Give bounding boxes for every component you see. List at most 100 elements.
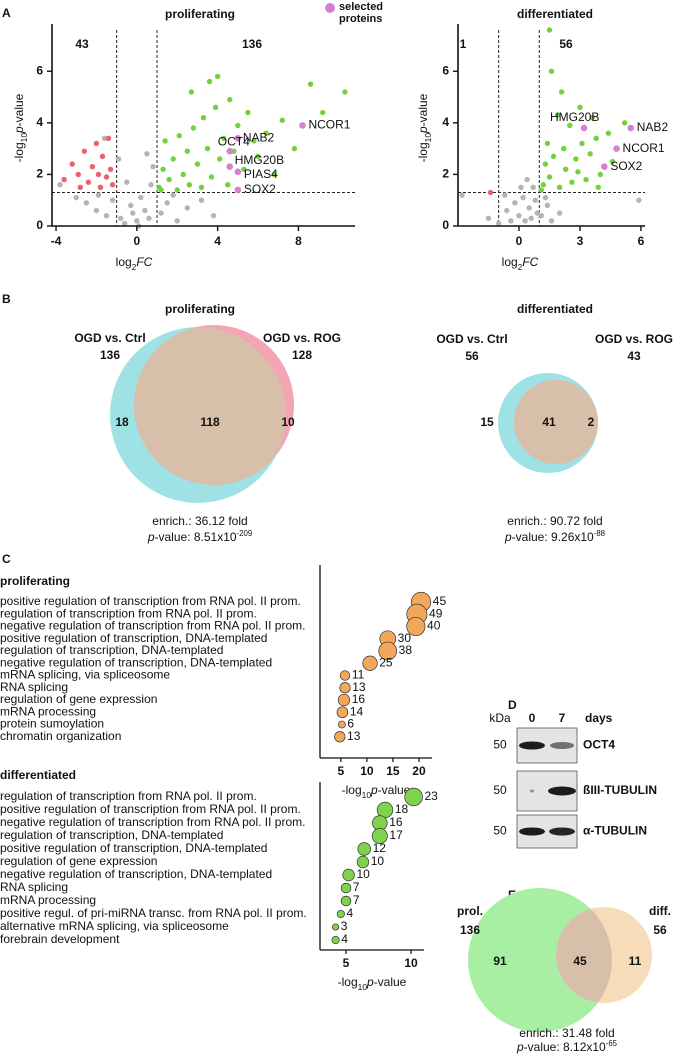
- data-point: [544, 202, 551, 209]
- count-annotation: 1: [460, 37, 467, 51]
- data-point: [538, 187, 545, 193]
- size-label: 38: [399, 643, 413, 657]
- label-part: 10: [423, 133, 433, 143]
- data-point: [589, 114, 595, 121]
- data-point: [526, 205, 532, 211]
- size-label: 6: [347, 717, 354, 731]
- data-point: [234, 186, 242, 194]
- data-point: [579, 140, 585, 147]
- lane-label: 0: [529, 711, 536, 725]
- data-point: [124, 179, 130, 185]
- term-label: negative regulation of transcription fro…: [0, 815, 305, 829]
- data-point: [144, 151, 150, 157]
- size-label: 40: [427, 619, 441, 633]
- point-label: PIAS4: [244, 167, 278, 181]
- data-point: [563, 166, 569, 172]
- data-point: [200, 114, 207, 121]
- data-point: [103, 212, 110, 219]
- blot-band: [519, 827, 545, 836]
- lanes-title: days: [585, 711, 613, 725]
- term-label: RNA splicing: [0, 680, 68, 694]
- bubble: [339, 682, 351, 694]
- data-point: [307, 81, 314, 87]
- data-point: [234, 135, 242, 142]
- label-part: p: [147, 530, 155, 544]
- data-point: [198, 184, 205, 191]
- label-part: log: [502, 255, 518, 269]
- data-point: [83, 200, 90, 206]
- data-point: [73, 194, 79, 201]
- size-label: 25: [379, 655, 393, 669]
- region-count: 10: [281, 415, 295, 429]
- data-point: [174, 218, 180, 224]
- data-point: [459, 192, 465, 198]
- data-point: [186, 182, 193, 188]
- size-label: 45: [433, 594, 447, 608]
- data-point: [109, 182, 116, 188]
- data-point: [208, 174, 215, 180]
- panel-letter: D: [508, 698, 517, 712]
- x-axis-label: log2FC: [116, 255, 153, 272]
- legend-marker: [325, 3, 335, 13]
- bubble: [340, 895, 352, 907]
- data-point: [105, 135, 112, 142]
- label-part: -209: [237, 529, 253, 538]
- data-point: [532, 197, 538, 203]
- term-label: alternative mRNA splicing, via spliceoso…: [0, 919, 229, 933]
- data-point: [134, 218, 140, 224]
- label-part: -log: [12, 142, 26, 162]
- count-annotation: 56: [559, 37, 573, 51]
- data-point: [546, 27, 553, 33]
- data-point: [271, 171, 277, 178]
- data-point: [548, 218, 555, 224]
- data-point: [520, 194, 526, 201]
- data-point: [142, 207, 148, 214]
- bubble: [362, 655, 378, 671]
- y-tick-label: 6: [442, 63, 449, 77]
- size-label: 18: [395, 802, 409, 816]
- data-point: [225, 182, 231, 188]
- data-point: [89, 163, 96, 170]
- p-value: p-value: 8.51x10-209: [147, 529, 252, 545]
- data-point: [85, 179, 92, 185]
- set-name: OGD vs. ROG: [263, 331, 341, 345]
- x-tick-label: 20: [412, 764, 426, 778]
- term-label: mRNA processing: [0, 704, 96, 718]
- set-name: prol.: [457, 904, 483, 918]
- enrichment: enrich.: 90.72 fold: [507, 514, 602, 528]
- unit-label: kDa: [489, 711, 511, 725]
- data-point: [522, 218, 528, 224]
- data-point: [61, 176, 67, 183]
- x-tick-label: 10: [404, 956, 418, 970]
- data-point: [138, 194, 144, 201]
- data-point: [538, 212, 545, 219]
- data-point: [542, 194, 549, 201]
- data-point: [158, 187, 164, 193]
- data-point: [148, 182, 154, 188]
- enrichment: enrich.: 31.48 fold: [519, 1026, 614, 1040]
- data-point: [146, 215, 152, 221]
- x-axis-label: -log10p-value: [342, 783, 411, 800]
- set-size: 56: [653, 923, 667, 937]
- label-part: FC: [522, 255, 538, 269]
- bubble: [336, 706, 349, 719]
- y-tick-label: 0: [442, 218, 449, 232]
- term-label: regulation of transcription from RNA pol…: [0, 606, 257, 620]
- data-point: [516, 212, 522, 219]
- protein-label: ßIII-TUBULIN: [583, 783, 657, 797]
- p-value: p-value: 9.26x10-88: [504, 529, 605, 545]
- data-point: [575, 169, 581, 175]
- term-label: mRNA splicing, via spliceosome: [0, 668, 170, 682]
- size-label: 23: [424, 789, 438, 803]
- chart-title: differentiated: [517, 302, 593, 316]
- term-label: forebrain development: [0, 932, 120, 946]
- overlap: [134, 327, 286, 485]
- y-tick-label: 2: [442, 167, 449, 181]
- bubble: [337, 693, 351, 707]
- data-point: [485, 215, 492, 221]
- data-point: [627, 124, 635, 132]
- y-tick-label: 4: [36, 115, 43, 129]
- data-point: [502, 192, 508, 198]
- bubble: [331, 935, 340, 945]
- chart-title: proliferating: [165, 7, 235, 21]
